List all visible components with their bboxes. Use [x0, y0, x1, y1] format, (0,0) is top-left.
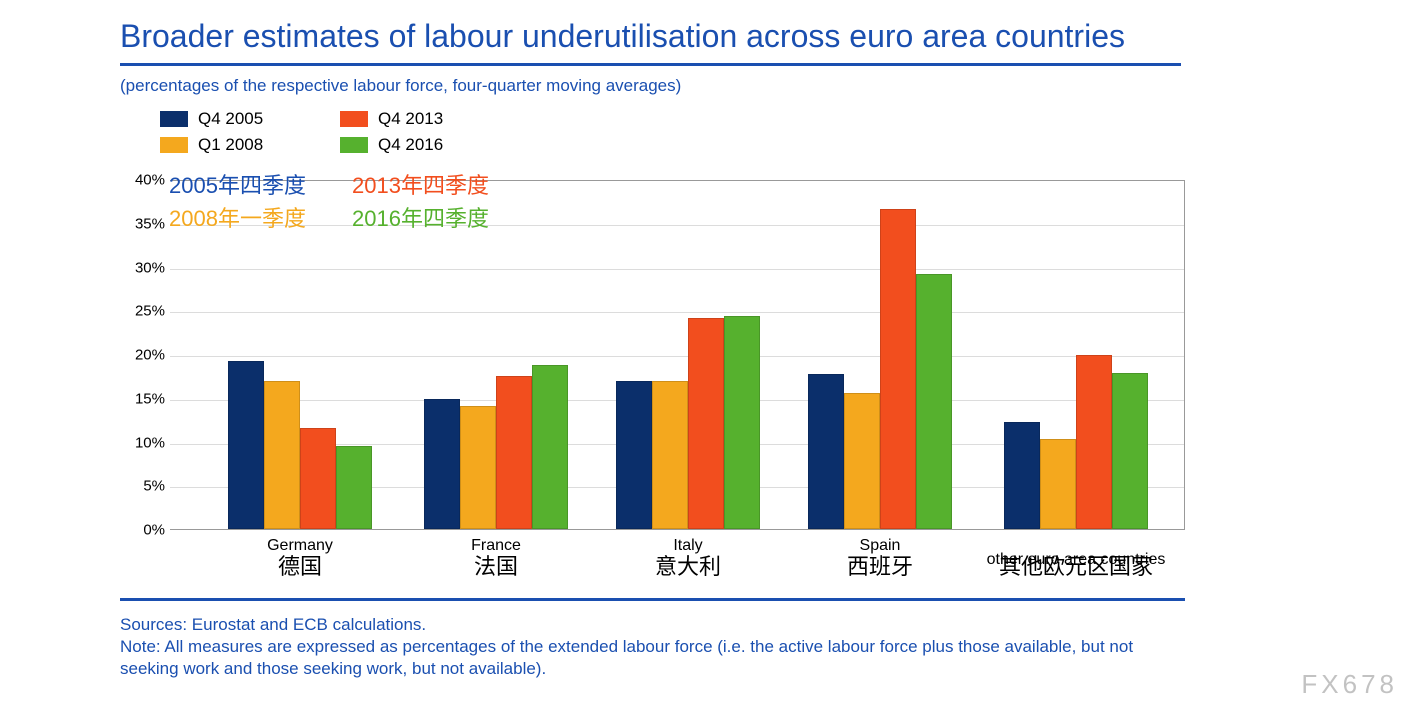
bar-group [424, 181, 568, 529]
x-axis-label-cn: 意大利 [588, 549, 788, 581]
footnote-sources: Sources: Eurostat and ECB calculations. [120, 614, 1180, 636]
bar [460, 406, 496, 529]
legend-swatch [340, 111, 368, 127]
bar [616, 381, 652, 529]
footnote: Sources: Eurostat and ECB calculations. … [120, 614, 1180, 680]
legend-swatch [340, 137, 368, 153]
annotation-label: 2005年四季度 [169, 168, 306, 200]
annotation-label: 2016年四季度 [352, 201, 489, 233]
y-axis-tick: 0% [125, 522, 165, 539]
bar [424, 399, 460, 529]
legend-item: Q4 2013 [340, 106, 520, 132]
bar-group [616, 181, 760, 529]
y-axis-tick: 25% [125, 303, 165, 320]
bar [688, 318, 724, 529]
bar [916, 274, 952, 530]
bar [1040, 439, 1076, 529]
bottom-rule [120, 598, 1185, 601]
annotation-label: 2008年一季度 [169, 201, 306, 233]
y-axis-tick: 5% [125, 478, 165, 495]
legend-item: Q4 2005 [160, 106, 340, 132]
bar [336, 446, 372, 529]
legend-label: Q4 2005 [198, 109, 263, 129]
legend-item: Q4 2016 [340, 132, 520, 158]
legend-label: Q4 2013 [378, 109, 443, 129]
x-axis-label-cn: 法国 [396, 549, 596, 581]
y-axis-tick: 30% [125, 259, 165, 276]
bar [300, 428, 336, 530]
bar [228, 361, 264, 529]
bar-group [1004, 181, 1148, 529]
bar [724, 316, 760, 530]
bar [844, 393, 880, 530]
annotation-label: 2013年四季度 [352, 168, 489, 200]
bar-group [228, 181, 372, 529]
legend-label: Q1 2008 [198, 135, 263, 155]
chart-container: Broader estimates of labour underutilisa… [0, 0, 1416, 158]
plot: Germany德国France法国Italy意大利Spain西班牙other e… [170, 180, 1185, 530]
bar-group [808, 181, 952, 529]
bar [496, 376, 532, 529]
chart-title: Broader estimates of labour underutilisa… [0, 0, 1416, 63]
y-axis-tick: 10% [125, 434, 165, 451]
bar [880, 209, 916, 529]
watermark: FX678 [1301, 669, 1398, 700]
legend: Q4 2005 Q4 2013 Q1 2008 Q4 2016 [160, 106, 540, 158]
legend-swatch [160, 137, 188, 153]
y-axis-tick: 20% [125, 347, 165, 364]
bar [264, 381, 300, 529]
x-axis-label-cn: 其他欧元区国家 [976, 549, 1176, 581]
x-axis-label-cn: 西班牙 [780, 549, 980, 581]
footnote-note: Note: All measures are expressed as perc… [120, 636, 1180, 680]
bar [1004, 422, 1040, 529]
x-axis-label-cn: 德国 [200, 549, 400, 581]
chart-subtitle: (percentages of the respective labour fo… [0, 66, 1416, 100]
y-axis-tick: 15% [125, 390, 165, 407]
legend-swatch [160, 111, 188, 127]
bar [532, 365, 568, 529]
legend-item: Q1 2008 [160, 132, 340, 158]
bar [652, 381, 688, 529]
legend-label: Q4 2016 [378, 135, 443, 155]
bar [1112, 373, 1148, 529]
y-axis-tick: 40% [125, 172, 165, 189]
y-axis-tick: 35% [125, 215, 165, 232]
bar [1076, 355, 1112, 529]
bar [808, 374, 844, 529]
